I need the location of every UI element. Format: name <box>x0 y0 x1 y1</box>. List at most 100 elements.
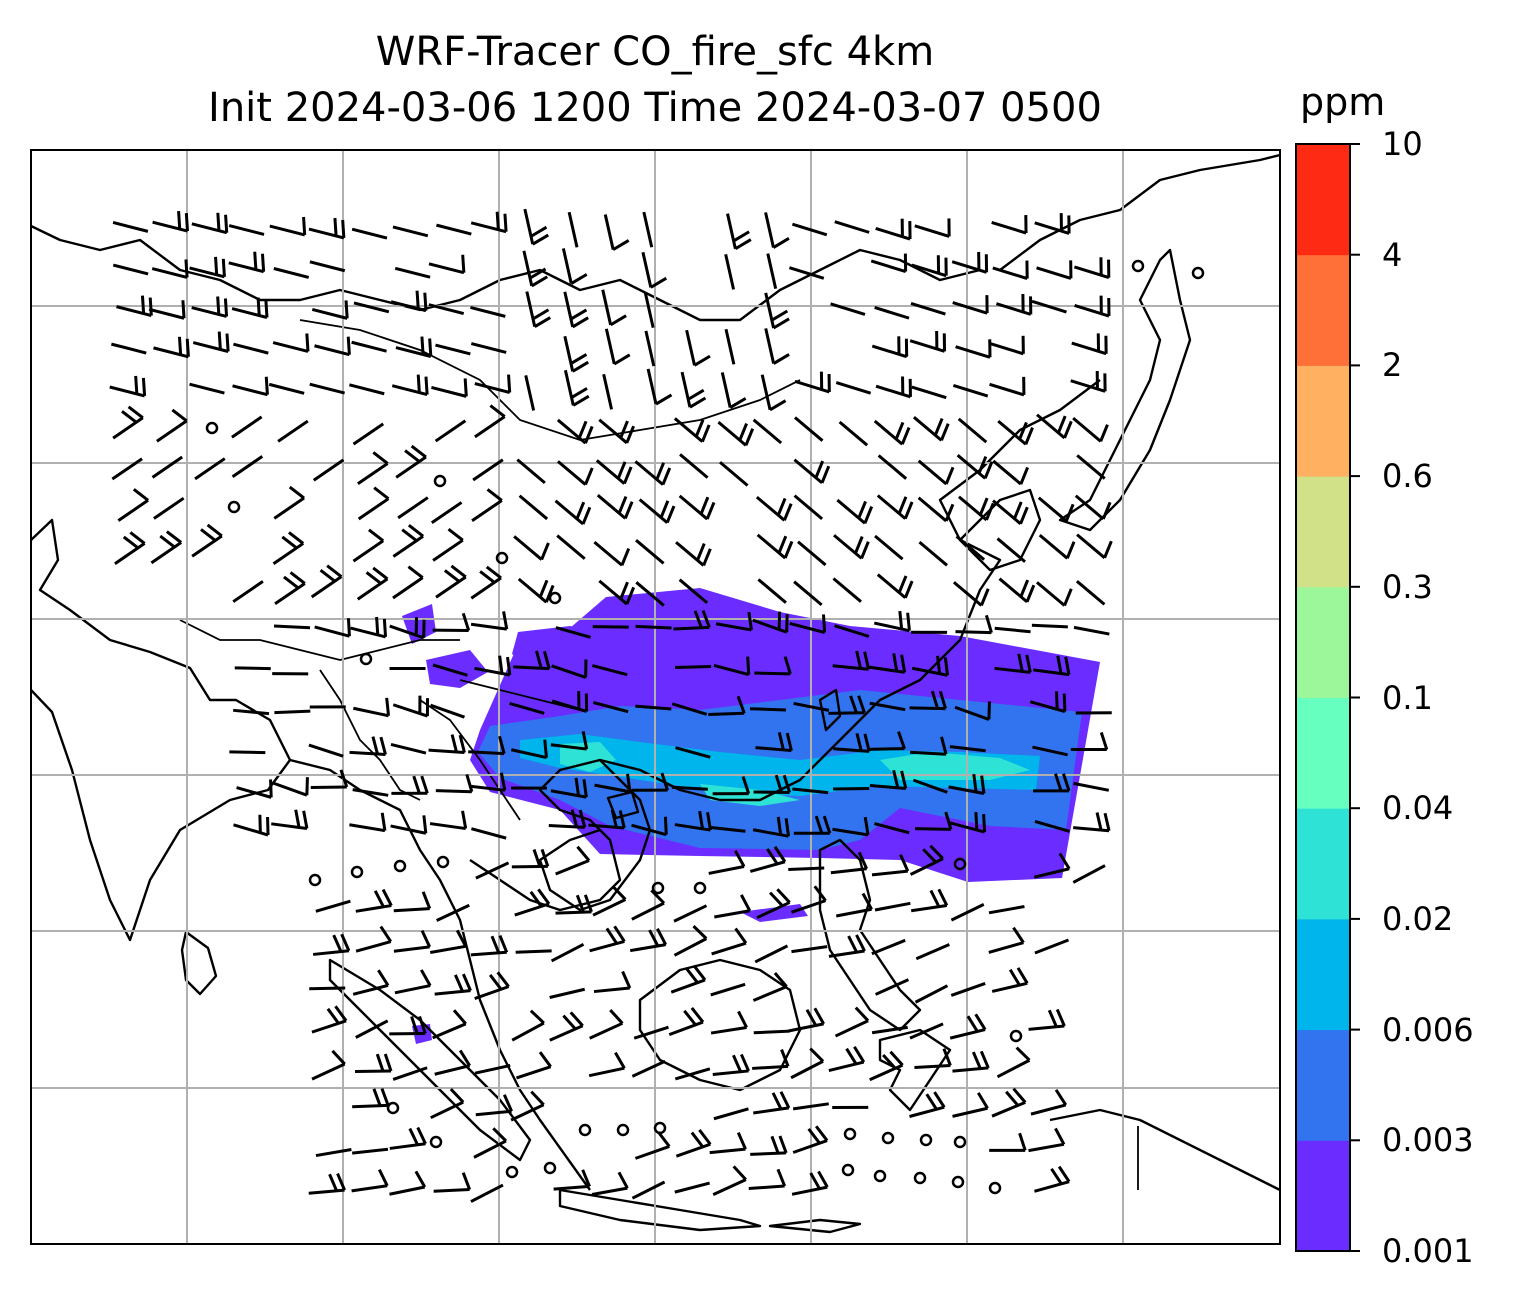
coast-china-east <box>839 379 1101 741</box>
wind-barb <box>352 1147 389 1155</box>
calm-wind-circle <box>988 1181 1002 1195</box>
wind-barb <box>468 735 506 756</box>
wind-barb <box>112 405 144 440</box>
wind-barb <box>353 301 390 314</box>
wind-barb <box>151 455 184 479</box>
wind-barb <box>309 260 346 273</box>
wind-barb <box>635 581 665 607</box>
wind-barb <box>351 1168 389 1193</box>
wind-barb <box>524 375 536 411</box>
wind-barb <box>309 382 345 395</box>
wind-barb <box>1072 864 1106 884</box>
wind-barb <box>434 973 472 996</box>
wind-barb <box>468 772 507 792</box>
wind-barbs <box>109 208 1205 1203</box>
wind-barb <box>874 306 910 320</box>
wind-barb <box>432 663 468 677</box>
wind-barb <box>471 827 507 840</box>
wind-barb <box>351 227 388 240</box>
wind-barb <box>152 211 189 233</box>
wind-barb <box>349 736 387 757</box>
wind-barb <box>791 222 828 237</box>
wind-barb <box>117 488 149 522</box>
wind-barb <box>871 1025 908 1035</box>
wind-barb <box>949 811 987 834</box>
wind-barb <box>834 1006 870 1038</box>
wind-barb <box>720 372 747 409</box>
calm-wind-circle <box>651 881 665 895</box>
wind-barb <box>229 750 266 755</box>
wind-barb <box>351 340 387 353</box>
calm-wind-circle <box>693 881 707 895</box>
wind-barb <box>874 901 911 912</box>
wind-barb <box>994 653 1032 674</box>
wind-barb <box>470 935 509 957</box>
colorbar-tick-label: 0.6 <box>1382 457 1433 496</box>
wind-barb <box>760 374 787 412</box>
wind-barb <box>112 263 149 276</box>
wind-barb <box>675 665 712 670</box>
wind-barb <box>954 701 991 721</box>
wind-barb <box>635 539 665 565</box>
wind-barb <box>911 655 949 677</box>
wind-barb <box>918 540 948 567</box>
wind-barb <box>312 933 351 956</box>
wind-barb <box>352 1087 390 1109</box>
country-borders <box>179 319 1139 1190</box>
wind-barb <box>631 816 668 837</box>
wind-barb <box>589 925 626 953</box>
colorbar-segment-7 <box>1296 365 1350 477</box>
wind-barb <box>912 416 950 442</box>
wind-barb <box>833 786 870 791</box>
wind-barb <box>436 223 472 236</box>
coast-india <box>31 518 292 942</box>
wind-barb <box>952 383 989 398</box>
wind-barb <box>912 778 948 794</box>
wind-barb <box>955 614 993 635</box>
wind-barb <box>189 256 226 279</box>
wind-barb <box>642 211 654 248</box>
wind-barb <box>646 368 673 406</box>
calm-wind-circle <box>616 1123 630 1137</box>
wind-barb <box>516 458 546 484</box>
wind-barb <box>473 1127 508 1159</box>
wind-barb <box>766 253 778 290</box>
wind-barb <box>715 611 753 632</box>
wind-barb <box>563 369 590 407</box>
wind-barb <box>873 419 911 446</box>
wind-barb <box>952 1092 989 1118</box>
wind-barb <box>390 742 427 755</box>
wind-barb <box>389 1170 427 1196</box>
wind-barb <box>674 1181 710 1194</box>
wind-barb <box>873 610 911 633</box>
wind-barb <box>675 541 712 567</box>
calm-wind-circle <box>350 865 364 879</box>
wind-barb <box>153 496 185 520</box>
wind-barb <box>563 335 589 373</box>
wind-barb <box>828 1045 866 1073</box>
wind-barb <box>793 580 823 607</box>
wind-barb <box>909 1091 946 1118</box>
wind-barb <box>389 1015 427 1036</box>
wind-barb <box>272 333 310 353</box>
calm-wind-circle <box>543 1161 557 1175</box>
wind-barb <box>789 614 827 634</box>
wind-barb <box>874 534 904 561</box>
coast-indochina <box>469 739 841 912</box>
wind-barb <box>755 495 793 522</box>
wind-barb <box>753 1091 791 1115</box>
wind-barb <box>631 889 666 921</box>
wind-barb <box>395 336 433 358</box>
wind-barb <box>272 777 309 797</box>
wind-barb <box>511 848 550 869</box>
coast-new-guinea <box>1049 1108 1280 1192</box>
wind-barb <box>914 811 953 831</box>
wind-barb <box>834 220 870 234</box>
wind-barb <box>314 618 351 638</box>
wind-barb <box>475 861 510 880</box>
wind-barb <box>671 785 708 791</box>
calm-wind-circle <box>393 859 407 873</box>
wind-barb <box>391 775 429 795</box>
wind-barb <box>997 419 1034 446</box>
wind-barb <box>1073 625 1110 636</box>
